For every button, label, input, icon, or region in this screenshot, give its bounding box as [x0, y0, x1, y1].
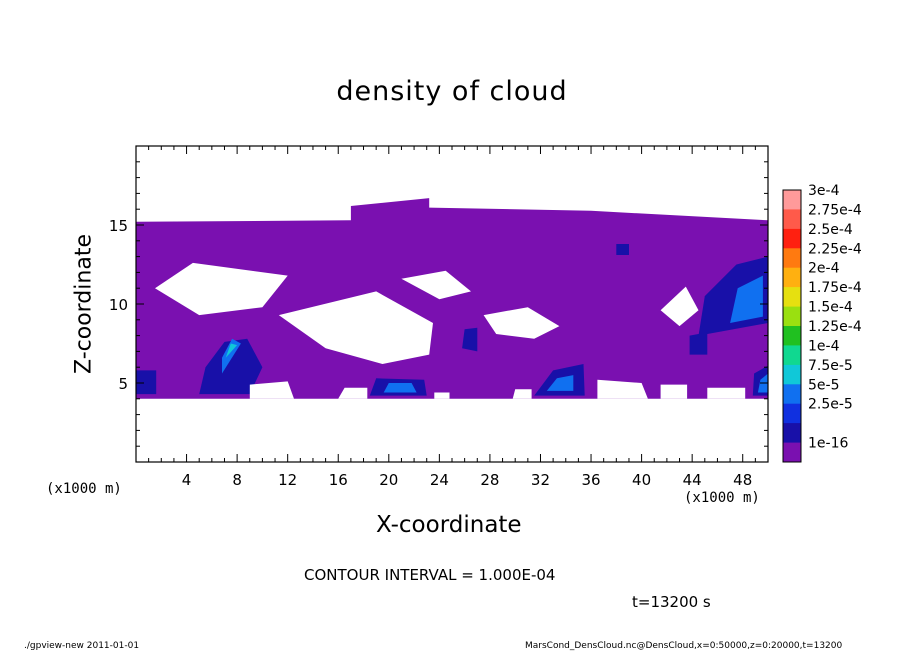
colorbar-label-7: 1.25e-4 — [808, 319, 862, 335]
x-tick-label-28: 28 — [480, 471, 499, 489]
density-field — [136, 198, 768, 399]
density-region-1 — [199, 338, 263, 395]
clear-region-3 — [483, 307, 560, 339]
clear-region-2 — [401, 270, 471, 300]
x-axis-label: X-coordinate — [376, 512, 522, 538]
clear-region-9 — [597, 379, 648, 399]
x-unit-label-right: (x1000 m) — [684, 490, 760, 506]
x-tick-label-32: 32 — [531, 471, 550, 489]
density-region-12 — [136, 370, 157, 395]
x-tick-label-44: 44 — [683, 471, 702, 489]
x-tick-label-4: 4 — [182, 471, 192, 489]
y-tick-label-5: 5 — [118, 375, 128, 393]
time-label: t=13200 s — [632, 593, 711, 611]
density-region-3 — [225, 343, 238, 358]
colorbar-swatch-5 — [783, 287, 801, 307]
density-region-2 — [222, 338, 241, 374]
clear-region-7 — [434, 392, 450, 399]
density-region-5 — [383, 383, 417, 393]
density-region-9 — [730, 275, 763, 323]
colorbar-swatch-1 — [783, 209, 801, 230]
clear-region-1 — [278, 291, 433, 364]
x-tick-label-40: 40 — [632, 471, 651, 489]
colorbar-swatch-2 — [783, 228, 801, 249]
colorbar-label-9: 7.5e-5 — [808, 358, 853, 374]
colorbar-label-11: 2.5e-5 — [808, 397, 853, 413]
footer-command: ./gpview-new 2011-01-01 — [24, 641, 140, 651]
x-tick-label-20: 20 — [379, 471, 398, 489]
colorbar-swatch-4 — [783, 267, 801, 288]
colorbar-swatch-12 — [783, 423, 801, 443]
colorbar-swatch-9 — [783, 364, 801, 385]
colorbar-label-3: 2.25e-4 — [808, 241, 862, 257]
clear-region-5 — [249, 381, 294, 399]
colorbar: 3e-4 2.75e-4 2.5e-4 2.25e-4 2e-4 1.75e-4 1.5e-… — [782, 183, 862, 463]
colorbar-swatch-0 — [783, 190, 801, 210]
clear-region-6 — [338, 387, 368, 399]
contour-interval-label: CONTOUR INTERVAL = 1.000E-04 — [304, 566, 556, 584]
x-tick-label-12: 12 — [278, 471, 297, 489]
colorbar-label-10: 5e-5 — [808, 377, 839, 393]
clear-region-8 — [512, 389, 532, 399]
clear-region-11 — [707, 387, 746, 399]
x-tick-label-16: 16 — [329, 471, 348, 489]
colorbar-label-12: 1e-16 — [808, 436, 848, 452]
clear-region-10 — [660, 384, 688, 399]
x-tick-label-36: 36 — [581, 471, 600, 489]
chart-title: density of cloud — [336, 76, 568, 107]
colorbar-swatch-7 — [783, 326, 801, 346]
colorbar-swatch-10 — [783, 384, 801, 405]
y-tick-label-15: 15 — [109, 217, 128, 235]
colorbar-label-2: 2.5e-4 — [808, 222, 853, 238]
density-region-7 — [546, 375, 574, 391]
density-region-15 — [616, 244, 629, 255]
colorbar-label-8: 1e-4 — [808, 338, 840, 354]
colorbar-label-5: 1.75e-4 — [808, 280, 862, 296]
colorbar-swatch-8 — [783, 345, 801, 366]
density-region-14 — [689, 332, 708, 355]
y-tick-label-10: 10 — [109, 296, 128, 314]
colorbar-label-0: 3e-4 — [808, 183, 840, 199]
density-region-0 — [136, 198, 768, 399]
density-region-13 — [462, 327, 478, 352]
x-tick-label-8: 8 — [232, 471, 242, 489]
x-unit-label-left: (x1000 m) — [46, 481, 122, 497]
x-tick-label-48: 48 — [733, 471, 752, 489]
clear-region-4 — [660, 286, 699, 327]
y-axis-label: Z-coordinate — [71, 234, 97, 374]
colorbar-swatch-6 — [783, 306, 801, 327]
colorbar-swatch-3 — [783, 248, 801, 269]
colorbar-swatch-11 — [783, 403, 801, 424]
colorbar-swatch-13 — [783, 442, 801, 463]
colorbar-label-4: 2e-4 — [808, 261, 840, 277]
clear-region-0 — [155, 262, 288, 316]
x-tick-label-24: 24 — [430, 471, 449, 489]
colorbar-label-6: 1.5e-4 — [808, 300, 853, 316]
footer-source: MarsCond_DensCloud.nc@DensCloud,x=0:5000… — [525, 641, 843, 651]
colorbar-frame — [782, 189, 802, 463]
colorbar-label-1: 2.75e-4 — [808, 202, 862, 218]
